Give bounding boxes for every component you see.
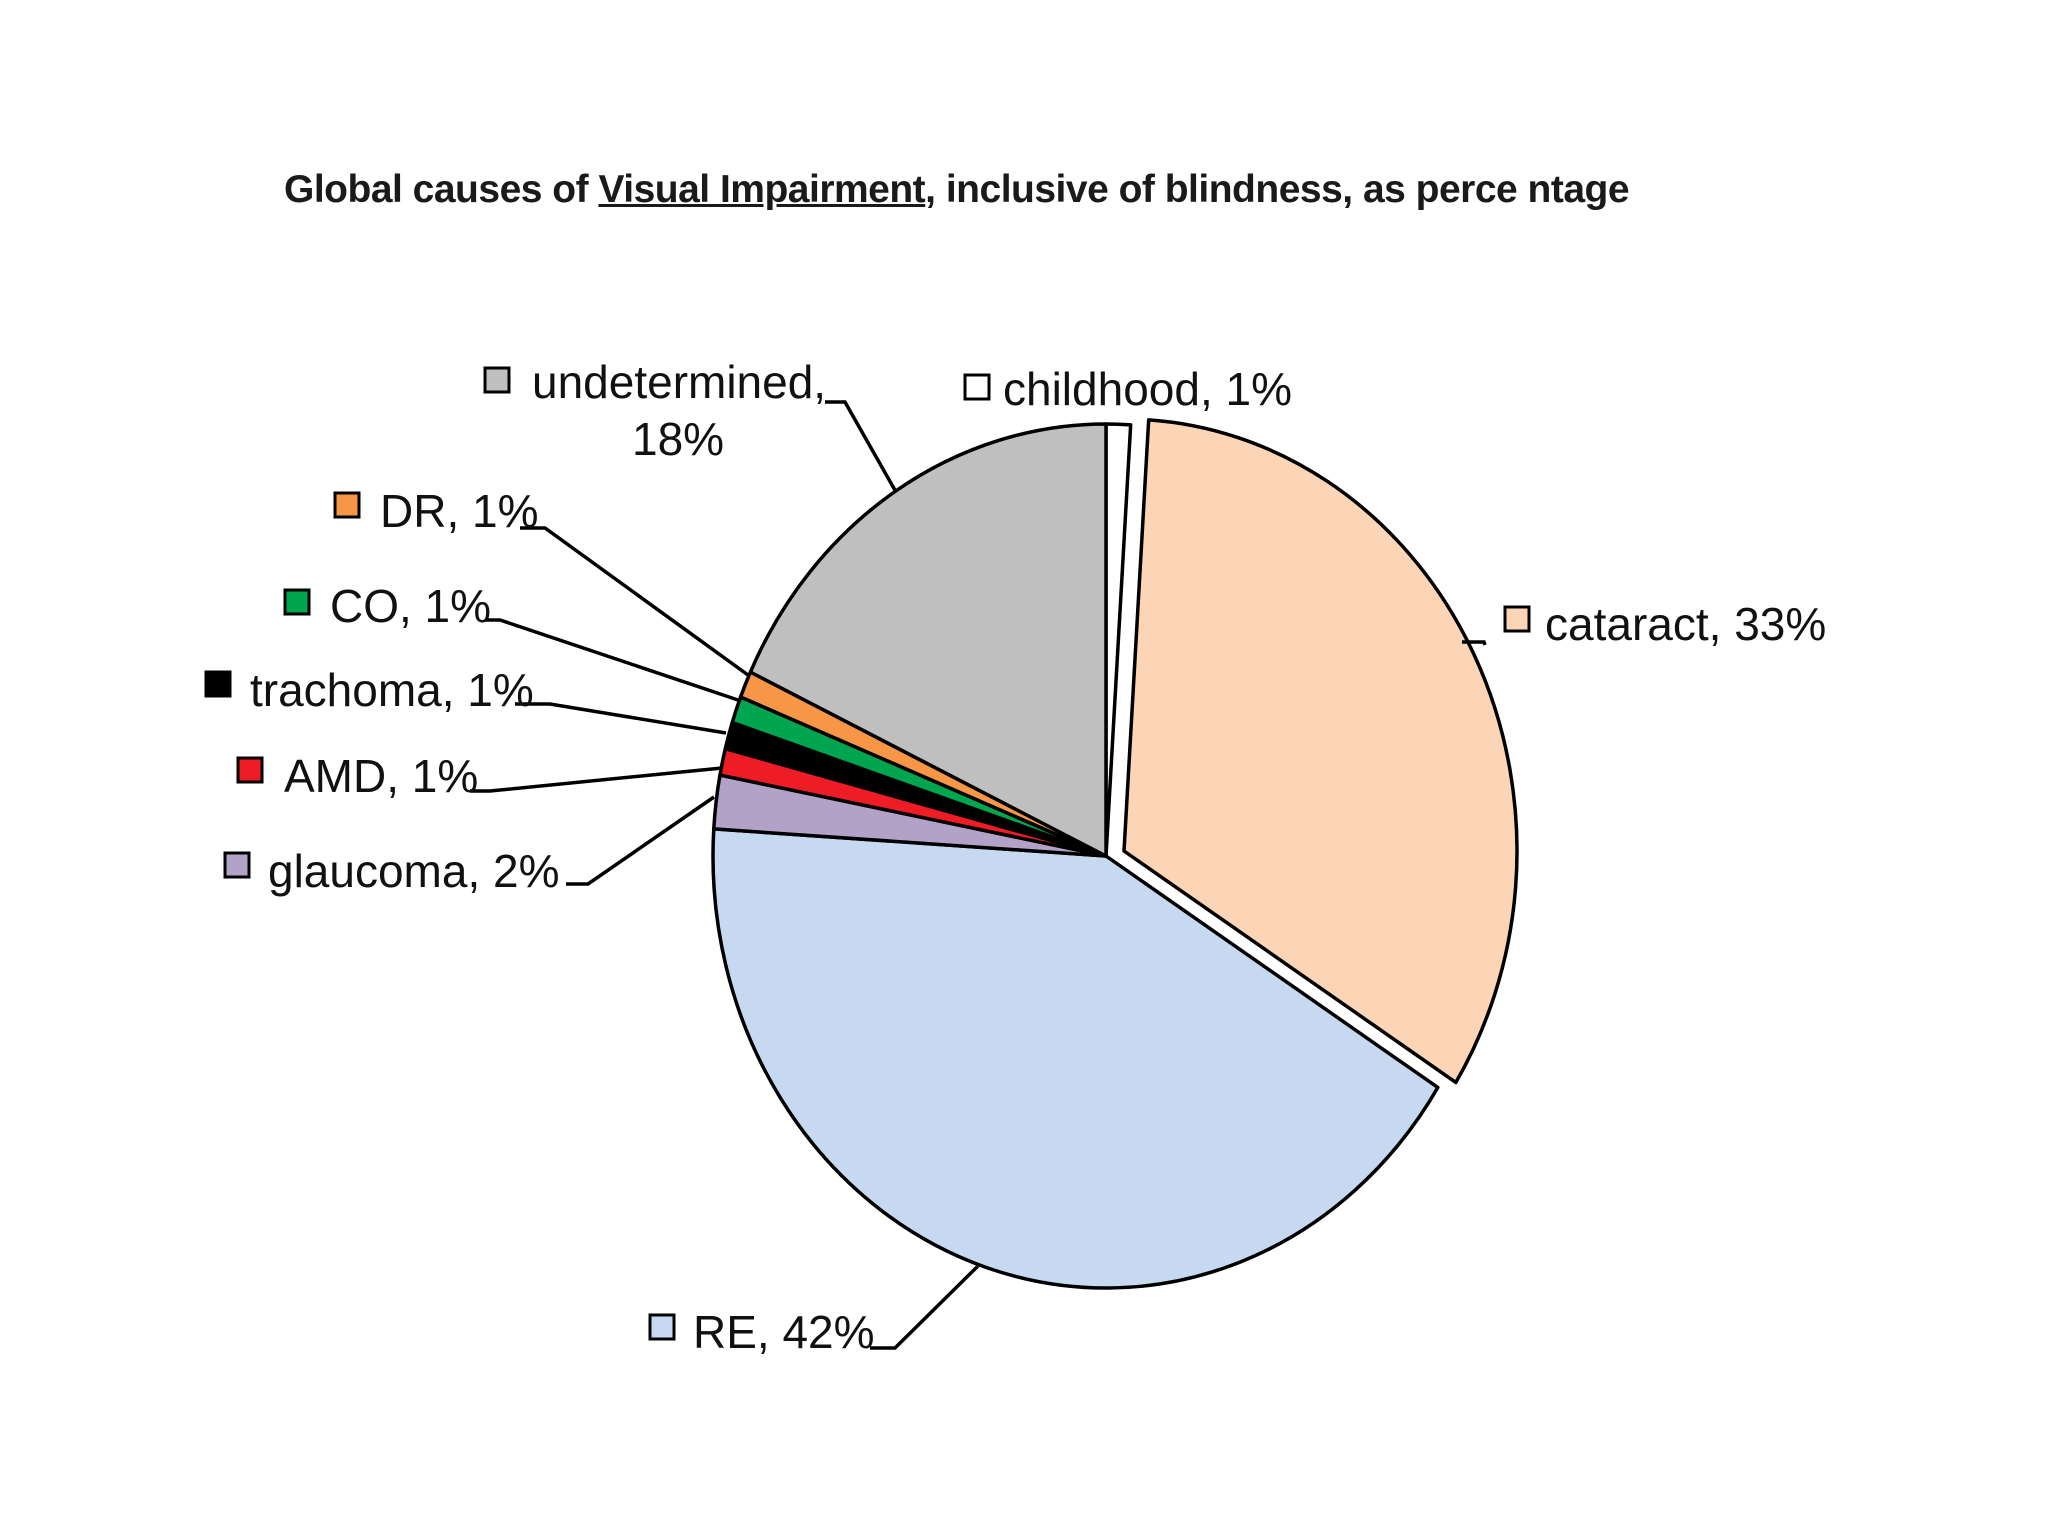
legend-marker-cataract [1503, 605, 1531, 633]
leader-line-amd [470, 766, 723, 793]
leader-line-undetermined [825, 400, 898, 493]
slice-label-co: CO, 1% [330, 580, 491, 632]
pie-slice-re [711, 827, 1440, 1290]
slice-label-glaucoma: glaucoma, 2% [268, 845, 560, 897]
leader-lines [470, 400, 1487, 1350]
slice-label-undetermined: undetermined, [532, 356, 826, 408]
slice-label-childhood: childhood, 1% [1003, 363, 1292, 415]
legend-marker-trachoma [204, 670, 232, 698]
legend-marker-childhood [963, 373, 991, 401]
leader-line-cataract [1462, 640, 1487, 646]
chart-title-suffix: , inclusive of blindness, as perce ntage [925, 168, 1630, 211]
slice-label-cataract: cataract, 33% [1545, 598, 1826, 650]
slice-label-re: RE, 42% [693, 1306, 875, 1358]
slice-labels: childhood, 1% cataract, 33% RE, 42% glaucom… [204, 356, 1826, 1358]
legend-marker-amd [236, 756, 264, 784]
chart-title: Global causes of Visual Impairment, incl… [284, 168, 1630, 212]
legend-marker-re [648, 1313, 676, 1341]
legend-marker-dr [333, 491, 361, 519]
chart-title-underlined: Visual Impairment [598, 168, 926, 211]
leader-line-co [485, 618, 739, 702]
legend-marker-undetermined [483, 366, 511, 394]
chart-title-prefix: Global causes of [284, 168, 599, 211]
legend-marker-glaucoma [223, 851, 251, 879]
leader-line-glaucoma [566, 795, 715, 886]
slice-label-dr: DR, 1% [380, 485, 538, 537]
slice-label-undetermined-value: 18% [632, 413, 724, 465]
slice-label-amd: AMD, 1% [284, 750, 478, 802]
leader-line-re [870, 1264, 980, 1350]
slice-label-trachoma: trachoma, 1% [250, 664, 534, 716]
leader-line-dr [520, 526, 750, 677]
pie-slices [711, 418, 1519, 1290]
leader-line-trachoma [515, 702, 727, 735]
pie-slice-cataract [1122, 418, 1519, 1085]
legend-marker-co [283, 588, 311, 616]
